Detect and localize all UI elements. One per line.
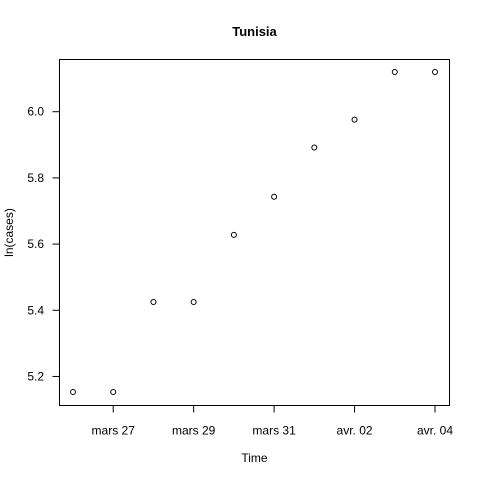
- chart-title: Tunisia: [232, 24, 277, 39]
- data-point: [271, 193, 278, 200]
- y-tick-label: 6.0: [27, 105, 44, 119]
- x-tick-label: mars 27: [92, 424, 136, 438]
- data-point: [230, 231, 237, 238]
- data-point: [190, 298, 197, 305]
- data-point: [391, 69, 398, 75]
- data-point: [311, 144, 318, 151]
- x-axis-label: Time: [241, 451, 268, 465]
- data-point: [150, 298, 157, 305]
- y-axis-label: ln(cases): [2, 208, 16, 257]
- y-tick-label: 5.8: [27, 171, 44, 185]
- y-tick-label: 5.6: [27, 237, 44, 251]
- x-axis: mars 27 mars 29 mars 31 avr. 02 avr. 04: [92, 405, 453, 438]
- y-axis: 5.2 5.4 5.6 5.8 6.0: [27, 105, 60, 383]
- data-points: [70, 69, 438, 396]
- y-tick-label: 5.2: [27, 369, 44, 383]
- x-tick-label: mars 29: [172, 424, 216, 438]
- plot-area-frame: [59, 59, 450, 406]
- y-tick-label: 5.4: [27, 303, 44, 317]
- data-point: [432, 69, 438, 75]
- data-point: [351, 116, 358, 123]
- x-tick-label: mars 31: [252, 424, 296, 438]
- data-point: [110, 389, 117, 396]
- x-tick-label: avr. 02: [337, 424, 373, 438]
- data-point: [70, 389, 76, 396]
- x-tick-label: avr. 04: [417, 424, 453, 438]
